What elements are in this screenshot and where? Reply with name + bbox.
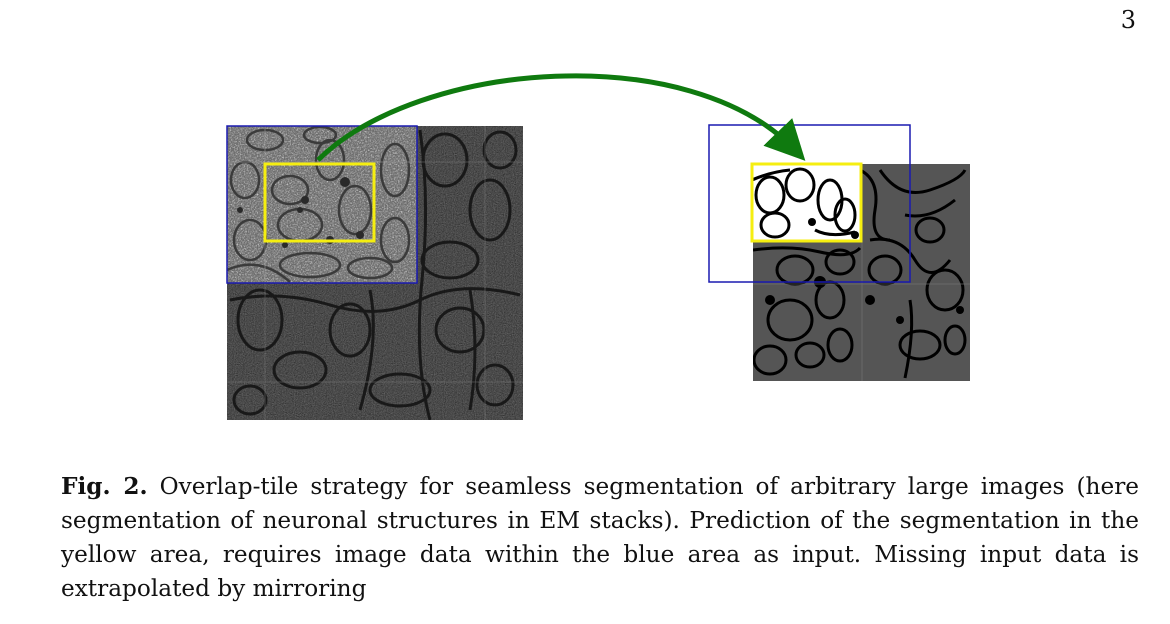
em-original-tile <box>227 126 417 283</box>
input-region-box-left <box>226 125 418 284</box>
figure-caption: Fig. 2. Overlap-tile strategy for seamle… <box>61 470 1139 606</box>
segmentation-output <box>753 164 970 381</box>
figure-label: Fig. 2. <box>61 473 148 500</box>
output-region-box-right <box>750 162 863 243</box>
page-number: 3 <box>1120 6 1136 34</box>
overlap-tile-figure <box>226 73 970 420</box>
green-arrow-icon <box>316 73 806 162</box>
em-input-image <box>227 126 523 420</box>
figure-caption-text: Overlap-tile strategy for seamless segme… <box>61 473 1139 602</box>
input-region-box-right <box>708 124 911 283</box>
predicted-segmentation-tile <box>753 164 861 241</box>
output-region-box-left <box>263 162 376 243</box>
